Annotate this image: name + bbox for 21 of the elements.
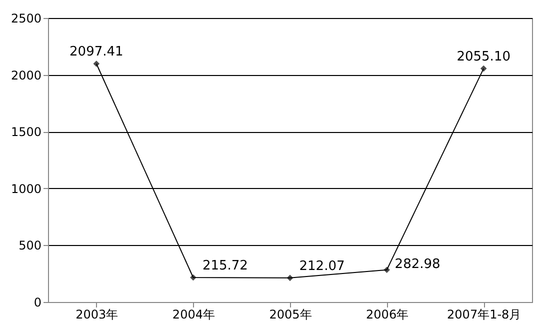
x-tick-label: 2005年 xyxy=(269,308,312,322)
y-tick-label: 2500 xyxy=(10,12,42,26)
y-tick-label: 2000 xyxy=(10,68,42,82)
point xyxy=(190,274,196,281)
text: 212.07 xyxy=(299,258,345,274)
y-tick-label: 1000 xyxy=(10,182,42,196)
text: 2097.41 xyxy=(70,44,124,60)
text: 215.72 xyxy=(202,258,248,274)
x-tick-label: 2004年 xyxy=(172,308,215,322)
x-tick-label: 2006年 xyxy=(366,308,409,322)
x-tick-label: 2007年1-8月 xyxy=(447,308,522,322)
point xyxy=(286,274,294,282)
text: 282.98 xyxy=(394,256,440,272)
point xyxy=(384,266,390,274)
y-tick-label: 1500 xyxy=(10,125,42,140)
text: 2055.10 xyxy=(456,50,510,65)
y-tick-label: 0 xyxy=(34,296,42,310)
point xyxy=(93,60,100,67)
y-tick-label: 500 xyxy=(18,238,42,253)
point xyxy=(480,65,487,72)
x-tick-label: 2003年 xyxy=(76,308,118,322)
